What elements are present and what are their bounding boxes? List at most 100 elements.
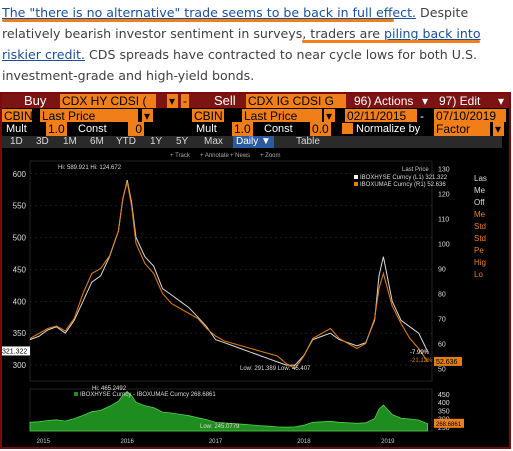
stats-label: Las bbox=[474, 174, 487, 183]
normalize-select[interactable]: Factor bbox=[434, 122, 490, 136]
tab-daily[interactable]: Daily ▼ bbox=[233, 136, 274, 148]
article-paragraph: The "there is no alternative" trade seem… bbox=[2, 2, 510, 86]
stats-label: Me bbox=[474, 186, 486, 195]
price-field-2[interactable]: Last Price bbox=[242, 109, 322, 123]
normalize-label: Normalize by bbox=[356, 123, 421, 135]
bloomberg-terminal: Buy CDX HY CDSI ( ▾ - Sell CDX IG CDSI G… bbox=[0, 92, 511, 449]
stats-label: Std bbox=[474, 234, 486, 243]
right-tick-label: 90 bbox=[438, 267, 446, 274]
last-price-left: 321.322 bbox=[2, 348, 27, 355]
left-tick-label: 550 bbox=[13, 202, 27, 211]
stats-label: Pe bbox=[474, 246, 484, 255]
tab-ytd[interactable]: YTD bbox=[116, 136, 136, 147]
source-field-2[interactable]: CBIN bbox=[192, 109, 224, 123]
change-annotation-1: -7.99% bbox=[410, 350, 430, 356]
tab-5y[interactable]: 5Y bbox=[176, 136, 189, 147]
const-field-2[interactable]: 0.0 bbox=[310, 122, 331, 136]
const-label-2: Const bbox=[264, 123, 293, 135]
normalize-dropdown[interactable]: ▾ bbox=[493, 122, 504, 136]
x-tick-label: 2018 bbox=[297, 439, 311, 445]
normalize-checkbox[interactable] bbox=[342, 123, 353, 134]
stats-label: Me bbox=[474, 210, 486, 219]
mult-label-2: Mult bbox=[196, 123, 217, 135]
tab-1y[interactable]: 1Y bbox=[150, 136, 163, 147]
chart-tool-news: + News bbox=[230, 153, 250, 159]
tab-1d[interactable]: 1D bbox=[10, 136, 23, 147]
price-dropdown-2[interactable]: ▾ bbox=[324, 109, 335, 123]
right-tick-label: 60 bbox=[438, 342, 446, 349]
price-chart[interactable]: 3003504004505005506005060708090100110120… bbox=[0, 149, 509, 447]
bottom-tick-label: 450 bbox=[438, 392, 450, 399]
right-tick-label: 50 bbox=[438, 367, 446, 374]
bottom-tick-label: 250 bbox=[438, 425, 450, 432]
sell-button[interactable]: Sell bbox=[214, 93, 236, 108]
last-price-right: 52.636 bbox=[436, 359, 458, 366]
low-annotation: Low: 291.389 Low: 45.407 bbox=[240, 366, 311, 372]
legend-item-ig: IBOXUMAE Curncy (R1) 52.636 bbox=[360, 182, 446, 188]
price-field-1[interactable]: Last Price bbox=[40, 109, 138, 123]
x-tick-label: 2015 bbox=[37, 439, 51, 445]
bottom-last-tag bbox=[434, 418, 464, 428]
tab-table[interactable]: Table bbox=[296, 136, 320, 147]
stats-panel-bg bbox=[470, 161, 509, 381]
right-tick-label: 70 bbox=[438, 317, 446, 324]
edit-chevron-down-icon[interactable]: ▾ bbox=[498, 94, 505, 108]
actions-chevron-down-icon[interactable]: ▾ bbox=[422, 94, 429, 108]
chart-area: 300 350 400 450 500 550 600 50 60 70 80 90 100 110 120… bbox=[0, 149, 509, 451]
source-row: CBIN Last Price ▾ CBIN Last Price ▾ 02/1… bbox=[2, 109, 509, 123]
tab-6m[interactable]: 6M bbox=[90, 136, 104, 147]
sell-ticker-field[interactable]: CDX IG CDSI G bbox=[246, 94, 346, 108]
series-line-ig bbox=[29, 181, 429, 370]
x-tick-label: 2019 bbox=[381, 439, 395, 445]
x-tick-label: 2016 bbox=[121, 439, 135, 445]
price-dropdown-1[interactable]: ▾ bbox=[142, 109, 153, 123]
bottom-last-value: 268.6861 bbox=[436, 422, 462, 428]
article-text-1: Despite relatively bearish investor sent… bbox=[2, 5, 469, 41]
buy-ticker-arrow[interactable]: - bbox=[181, 94, 189, 108]
change-annotation-2: -21.12% bbox=[410, 358, 433, 364]
top-plot-frame bbox=[29, 160, 433, 382]
article-link-tina[interactable]: The "there is no alternative" trade seem… bbox=[2, 5, 417, 20]
left-tick-label: 500 bbox=[13, 234, 27, 243]
bottom-tick-label: 400 bbox=[438, 400, 450, 407]
last-price-tag-right bbox=[434, 356, 462, 366]
mult-label-1: Mult bbox=[6, 123, 27, 135]
legend-header: Last Price bbox=[402, 167, 429, 173]
buy-ticker-dropdown[interactable]: ▾ bbox=[167, 94, 178, 108]
date-to-field[interactable]: 07/10/2019 bbox=[434, 109, 506, 123]
stats-label: Hig bbox=[474, 258, 486, 267]
bottom-tick-label: 350 bbox=[438, 408, 450, 415]
edit-menu[interactable]: 97) Edit bbox=[439, 94, 481, 108]
buy-ticker-field[interactable]: CDX HY CDSI ( bbox=[60, 94, 156, 108]
article-link-riskier-credit[interactable]: piling back into riskier credit. bbox=[2, 26, 481, 62]
chart-tool-zoom: + Zoom bbox=[260, 153, 281, 159]
bottom-chart-panel: 250300350400450IBOXHYSE Curncy - IBOXUMA… bbox=[29, 386, 464, 432]
bottom-low-annotation: Low: 245.0779 bbox=[200, 424, 240, 430]
buy-button[interactable]: Buy bbox=[24, 93, 47, 108]
legend-swatch-ig bbox=[354, 182, 358, 186]
right-stats-panel: Las Me Off Me Std Std Pe Hig Lo bbox=[470, 161, 509, 381]
const-field-1[interactable]: 0 bbox=[128, 122, 144, 136]
right-tick-label: 120 bbox=[438, 192, 450, 199]
const-label-1: Const bbox=[78, 123, 107, 135]
last-price-tag-left bbox=[0, 346, 30, 356]
right-tick-label: 130 bbox=[438, 167, 450, 174]
mult-field-1[interactable]: 1.0 bbox=[46, 122, 67, 136]
tab-1m[interactable]: 1M bbox=[63, 136, 77, 147]
stats-label: Std bbox=[474, 222, 486, 231]
left-tick-label: 600 bbox=[13, 170, 27, 179]
highlight-underline-2 bbox=[302, 40, 480, 43]
actions-menu[interactable]: 96) Actions bbox=[354, 94, 414, 108]
spread-area bbox=[29, 390, 428, 432]
left-tick-label: 450 bbox=[13, 265, 27, 274]
date-from-field[interactable]: 02/11/2015 bbox=[345, 109, 417, 123]
source-field-1[interactable]: CBIN bbox=[2, 109, 33, 123]
mult-field-2[interactable]: 1.0 bbox=[232, 122, 253, 136]
right-tick-label: 100 bbox=[438, 242, 450, 249]
x-axis: 2015 2016 2017 2018 2019 bbox=[37, 439, 396, 445]
bottom-legend-item: IBOXHYSE Curncy - IBOXUMAE Curncy 268.68… bbox=[80, 392, 216, 398]
tab-max[interactable]: Max bbox=[204, 136, 223, 147]
period-tabs: 1D 3D 1M 6M YTD 1Y 5Y Max Daily ▼ Table bbox=[2, 136, 502, 148]
x-tick-label: 2017 bbox=[209, 439, 223, 445]
tab-3d[interactable]: 3D bbox=[36, 136, 49, 147]
